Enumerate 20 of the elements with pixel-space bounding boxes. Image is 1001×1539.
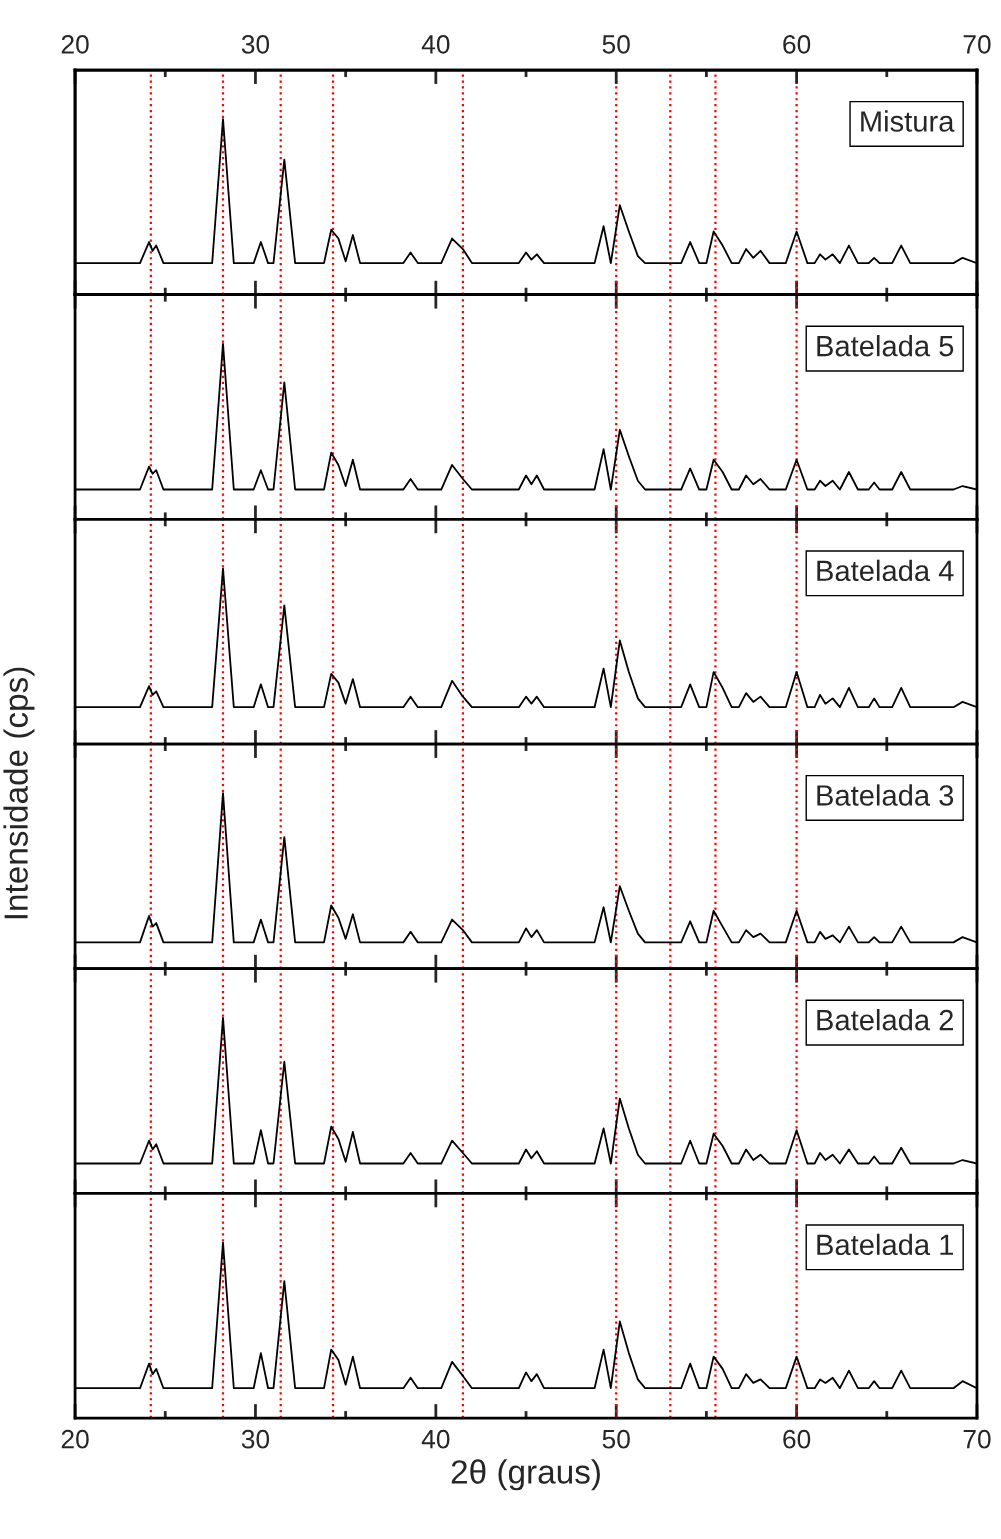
annotation: Batelada 4: [817, 559, 954, 582]
y-axis-title: Intensidade (cps): [3, 667, 35, 919]
x-tick-label: 70: [963, 1429, 991, 1449]
x-tick-label: 40: [421, 1429, 450, 1449]
x2-tick-label: 30: [241, 35, 270, 54]
x2-tick-label: 50: [602, 35, 630, 54]
x2-tick-label: 70: [963, 35, 991, 54]
annotation: Batelada 3: [817, 784, 954, 806]
annotation: Batelada 5: [817, 335, 954, 357]
annotation: Mistura: [861, 110, 955, 132]
x-tick-label: 60: [783, 1429, 811, 1449]
x2-tick-label: 20: [61, 35, 89, 54]
x2-tick-label: 40: [421, 35, 450, 54]
annotation: Batelada 1: [817, 1233, 954, 1256]
x-tick-label: 30: [241, 1429, 270, 1449]
x-axis-title: 2θ (graus): [451, 1459, 600, 1491]
x-tick-label: 50: [602, 1429, 630, 1449]
annotation: Batelada 2: [817, 1009, 953, 1031]
x-tick-label: 20: [61, 1429, 89, 1449]
x2-tick-label: 60: [783, 35, 811, 54]
